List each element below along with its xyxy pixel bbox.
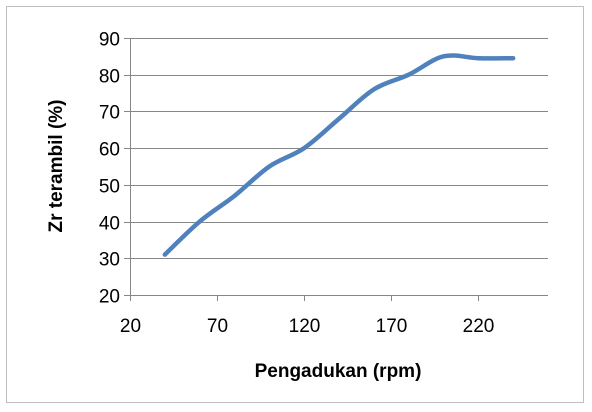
y-tick-label: 60 <box>99 140 120 161</box>
data-point <box>197 219 201 223</box>
x-tick-label: 70 <box>207 316 228 337</box>
y-tick-label: 30 <box>99 250 120 271</box>
x-axis-title: Pengadukan (rpm) <box>255 361 422 382</box>
data-point <box>163 252 167 256</box>
y-tick-label: 40 <box>99 214 120 235</box>
y-tick-label: 70 <box>99 103 120 124</box>
x-tick-label: 170 <box>376 316 408 337</box>
chart-frame <box>6 6 584 403</box>
data-point <box>372 87 376 91</box>
series-line-0 <box>162 53 516 257</box>
x-tick-label: 220 <box>463 316 495 337</box>
data-point <box>232 194 236 198</box>
tick-labels: 20 30 40 50 60 70 80 90 20 70 120 170 220 <box>99 30 494 338</box>
data-point <box>406 73 410 77</box>
data-point <box>302 146 306 150</box>
axes <box>124 38 548 301</box>
y-tick-label: 50 <box>99 177 120 198</box>
data-point <box>337 117 341 121</box>
y-tick-label: 80 <box>99 67 120 88</box>
x-tick-label: 20 <box>120 316 141 337</box>
data-point <box>267 164 271 168</box>
series-layer <box>162 53 516 257</box>
data-point <box>476 56 480 60</box>
data-point <box>441 54 445 58</box>
x-tick-label: 120 <box>289 316 321 337</box>
y-tick-label: 90 <box>99 30 120 51</box>
y-axis-title: Zr terambil (%) <box>46 99 67 232</box>
data-point <box>511 56 515 60</box>
y-tick-label: 20 <box>99 287 120 308</box>
